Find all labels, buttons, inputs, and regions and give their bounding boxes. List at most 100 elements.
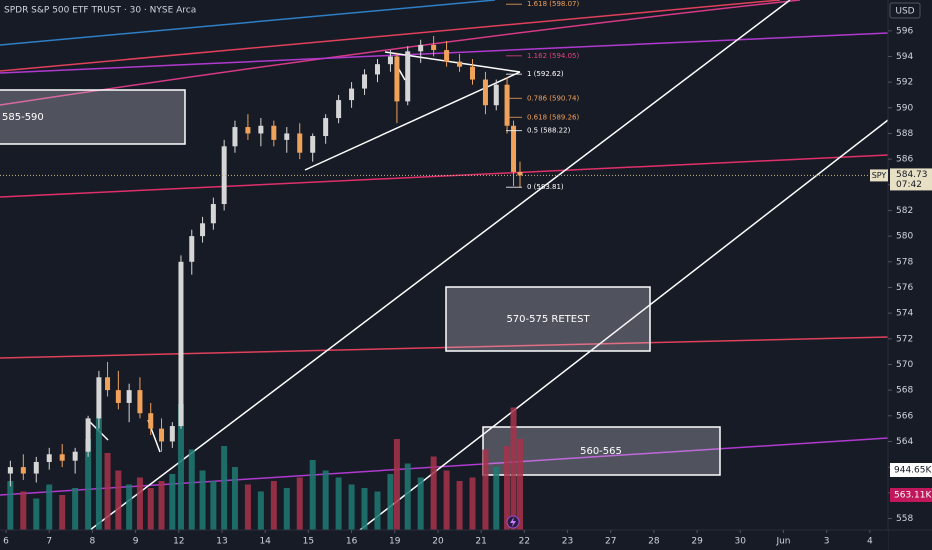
candle-body <box>169 426 175 442</box>
volume-bar <box>504 446 511 530</box>
candle-body <box>96 377 102 419</box>
y-tick-label: 588 <box>896 129 913 139</box>
volume-bar <box>85 439 92 530</box>
volume-tag <box>890 488 932 502</box>
x-tick-label: 19 <box>389 537 401 547</box>
volume-bar <box>270 481 277 530</box>
volume-bar <box>393 439 400 530</box>
fib-label: 1.618 (598.07) <box>527 0 579 8</box>
volume-bar <box>374 491 381 530</box>
x-tick-label: 3 <box>824 537 830 547</box>
volume-bar <box>177 404 184 530</box>
x-tick-label: 9 <box>133 537 139 547</box>
volume-bar <box>456 481 463 530</box>
price-axis-bg <box>888 0 932 550</box>
x-tick-label: 23 <box>562 537 573 547</box>
x-tick-label: 13 <box>216 537 227 547</box>
candle-body <box>323 118 329 137</box>
trendline <box>0 32 889 74</box>
symbol-tag <box>870 169 888 182</box>
fib-label: 0 (583.81) <box>527 183 564 191</box>
trendline <box>0 0 496 46</box>
price-tag-value: 584.73 <box>896 170 928 180</box>
candle-body <box>504 84 510 126</box>
candle-body <box>493 84 499 106</box>
candle-body <box>210 204 216 224</box>
volume-bar <box>188 449 195 530</box>
candle-body <box>7 467 13 474</box>
candle-body <box>336 100 342 119</box>
x-tick-label: 27 <box>605 537 616 547</box>
candle-body <box>221 146 227 205</box>
candle-body <box>284 133 290 140</box>
volume-bar <box>387 474 394 530</box>
candle-body <box>482 79 488 106</box>
trendline <box>0 336 889 359</box>
volume-bar <box>59 495 66 530</box>
volume-tag-label: 563.11K <box>894 491 932 501</box>
zone-label: 585-590 <box>2 112 44 123</box>
y-tick-label: 564 <box>896 437 913 447</box>
x-tick-label: 12 <box>173 537 184 547</box>
y-tick-label: 580 <box>896 232 913 242</box>
zone-box <box>445 286 651 352</box>
trendline <box>0 0 801 106</box>
candle-body <box>362 74 368 89</box>
y-tick-label: 578 <box>896 257 913 267</box>
volume-bar <box>158 481 165 530</box>
volume-tag-label: 944.65K <box>894 466 932 476</box>
zones: 585-590 570-575 RETEST 560-565 <box>0 89 721 476</box>
volume-bar <box>283 488 290 530</box>
volume-bar <box>169 474 176 530</box>
x-tick-label: 8 <box>90 537 96 547</box>
candle-body <box>271 125 277 140</box>
y-tick-label: 594 <box>896 52 913 62</box>
volume-bar <box>417 477 424 530</box>
candle-body <box>105 377 111 391</box>
volume-bar <box>482 449 489 530</box>
volume-bar <box>309 460 316 530</box>
volume-bar <box>244 484 251 530</box>
volume-bar <box>46 484 53 530</box>
volume-bar <box>210 481 217 530</box>
fib-label: 0.618 (589.26) <box>527 113 579 121</box>
zone-label: 560-565 <box>580 446 622 457</box>
y-tick-label: 586 <box>896 155 913 165</box>
candle-body <box>470 66 476 80</box>
candle-body <box>245 127 251 134</box>
x-tick-label: 16 <box>346 537 358 547</box>
volume-bar <box>147 488 154 530</box>
x-tick-label: Jun <box>775 537 790 547</box>
volume-bar <box>493 467 500 530</box>
volume-bar <box>115 470 122 530</box>
candle-body <box>159 428 165 442</box>
candle-body <box>189 236 195 262</box>
y-tick-label: 570 <box>896 360 913 370</box>
candle-body <box>297 133 303 153</box>
y-tick-label: 592 <box>896 78 913 88</box>
volume-bar <box>335 477 342 530</box>
zone-label: 570-575 RETEST <box>506 314 590 325</box>
fib-label: 1 (592.62) <box>527 70 564 78</box>
x-tick-label: 28 <box>648 537 660 547</box>
fib-label: 1.162 (594.05) <box>527 52 579 60</box>
candle-body <box>46 454 52 462</box>
candle-body <box>444 50 450 62</box>
x-tick-label: 29 <box>691 537 703 547</box>
volume-bar <box>72 488 79 530</box>
y-tick-label: 590 <box>896 103 913 113</box>
volume-bar <box>95 418 102 530</box>
x-tick-label: 7 <box>46 537 52 547</box>
candle-body <box>20 467 26 474</box>
y-tick-label: 566 <box>896 411 913 421</box>
fib-label: 0.5 (588.22) <box>527 127 571 135</box>
volume-bar <box>136 477 143 530</box>
candle-body <box>431 44 437 51</box>
x-tick-label: 22 <box>519 537 530 547</box>
y-tick-label: 558 <box>896 514 913 524</box>
candle-body <box>511 125 517 172</box>
volume-bar <box>221 446 228 530</box>
chart-title: SPDR S&P 500 ETF TRUST · 30 · NYSE Arca <box>4 6 196 16</box>
